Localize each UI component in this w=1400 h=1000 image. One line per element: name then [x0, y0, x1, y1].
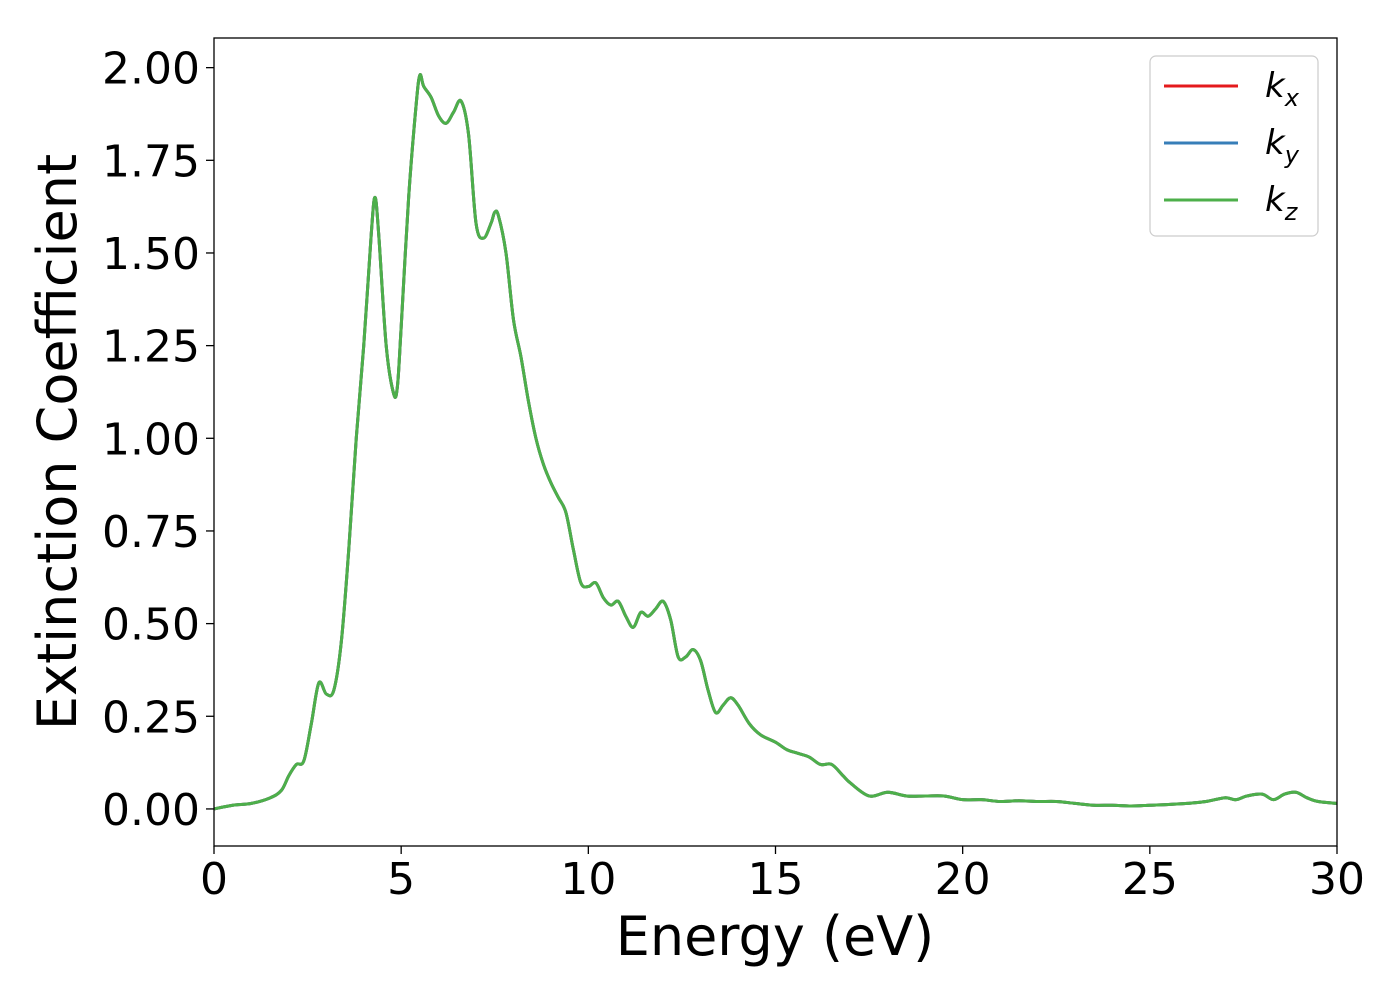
x-tick-label: 10 [560, 854, 616, 905]
series-layer [214, 73, 1337, 811]
y-axis-ticks: 0.00 0.25 0.50 0.75 1.00 1.25 1.50 1.75 2.00 [102, 44, 214, 836]
x-tick-label: 5 [387, 854, 415, 905]
x-tick-label: 15 [748, 854, 804, 905]
legend: kx ky kz [1149, 55, 1319, 237]
y-tick-label: 1.75 [102, 136, 200, 187]
legend-label-kx: kx [1265, 66, 1300, 112]
x-axis-ticks: 0 5 10 15 20 25 30 [200, 846, 1365, 905]
x-tick-label: 30 [1309, 854, 1365, 905]
y-tick-label: 1.00 [102, 414, 200, 465]
plot-area [213, 37, 1338, 847]
x-tick-label: 20 [935, 854, 991, 905]
y-tick-label: 0.00 [102, 785, 200, 836]
legend-box [1149, 55, 1319, 237]
x-tick-label: 25 [1122, 854, 1178, 905]
y-tick-label: 0.50 [102, 600, 200, 651]
y-tick-label: 2.00 [102, 44, 200, 95]
y-tick-label: 1.25 [102, 322, 200, 373]
y-tick-label: 1.50 [102, 229, 200, 280]
legend-label-ky: ky [1265, 123, 1300, 169]
legend-label-kz: kz [1265, 180, 1299, 226]
y-tick-label: 0.75 [102, 507, 200, 558]
y-tick-label: 0.25 [102, 692, 200, 743]
x-tick-label: 0 [200, 854, 228, 905]
x-axis-label: Energy (eV) [616, 905, 935, 968]
series-line-k-z [214, 73, 1337, 811]
y-axis-label: Extinction Coefficient [26, 154, 89, 730]
